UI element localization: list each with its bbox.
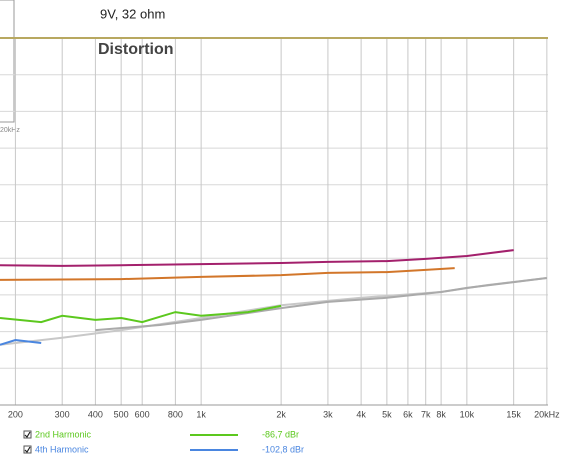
legend-label: 4th Harmonic <box>35 444 89 454</box>
series-line <box>0 267 455 281</box>
x-tick-label: 4k <box>356 409 366 419</box>
x-tick-label: 1k <box>196 409 206 419</box>
x-tick-label: 300 <box>55 409 70 419</box>
plot-label: Distortion <box>98 41 174 58</box>
x-tick-label: 7k <box>421 409 431 419</box>
legend-checkbox[interactable] <box>23 445 32 454</box>
series-line <box>95 277 548 332</box>
x-tick-label: 6k <box>403 409 413 419</box>
series-line <box>0 304 282 324</box>
legend-checkbox[interactable] <box>23 430 32 439</box>
legend-check <box>24 446 31 453</box>
legend-check <box>24 431 31 438</box>
legend-readout: -86,7 dBr <box>262 429 299 439</box>
x-tick-label: 20kHz <box>534 409 560 419</box>
x-tick-label: 500 <box>114 409 129 419</box>
x-tick-label: 3k <box>323 409 333 419</box>
series-line <box>0 338 42 346</box>
x-tick-label: 8k <box>436 409 446 419</box>
legend-label: 2nd Harmonic <box>35 429 92 439</box>
x-tick-label: 400 <box>88 409 103 419</box>
x-tick-label: 600 <box>135 409 150 419</box>
chart-title: 9V, 32 ohm <box>100 6 165 21</box>
x-tick-label: 15k <box>506 409 521 419</box>
x-tick-label: 2k <box>276 409 286 419</box>
plot-area <box>0 37 548 406</box>
x-tick-label: 800 <box>168 409 183 419</box>
side-label: 20kHz <box>0 127 20 134</box>
x-tick-label: 10k <box>460 409 475 419</box>
x-tick-label: 5k <box>382 409 392 419</box>
x-tick-label: 200 <box>8 409 23 419</box>
legend-readout: -102,8 dBr <box>262 444 304 454</box>
series-line <box>0 249 514 267</box>
side-panel <box>0 0 15 123</box>
